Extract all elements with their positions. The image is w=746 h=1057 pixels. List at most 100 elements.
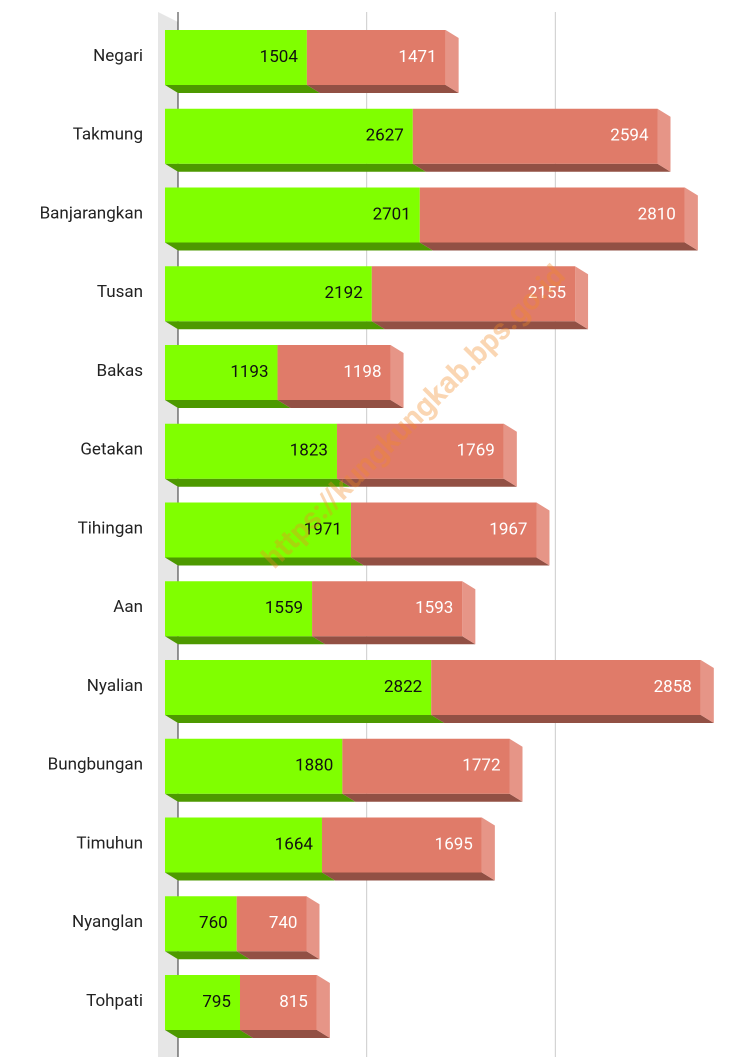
y-tick-label: Nyalian (87, 676, 143, 696)
data-label: 1880 (295, 756, 333, 776)
bar-bottom (165, 242, 433, 251)
bar-side (503, 423, 517, 487)
bar-side (445, 30, 459, 93)
y-tick-label: Takmung (73, 125, 143, 145)
data-label: 1471 (398, 47, 436, 67)
bar (412, 108, 658, 164)
data-label: 1769 (457, 441, 495, 461)
bar (312, 581, 463, 637)
bar-bottom (165, 951, 250, 960)
bar (239, 975, 317, 1030)
bar (165, 817, 322, 873)
bar (165, 30, 307, 85)
y-tick-label: Bungbungan (48, 755, 143, 775)
bar-bottom (165, 478, 350, 487)
data-label: 1971 (304, 519, 342, 539)
bar-bottom (306, 85, 459, 93)
y-tick-label: Tihingan (78, 518, 143, 538)
bar-bottom (236, 951, 320, 960)
bar-bottom (412, 163, 671, 172)
data-label: 1198 (343, 362, 381, 382)
bar-bottom (312, 636, 476, 645)
bar-side (462, 581, 476, 645)
bar-bottom (165, 163, 426, 172)
data-label: 1193 (230, 362, 268, 382)
bar (165, 896, 237, 952)
bar (165, 975, 240, 1030)
bar-side (481, 817, 495, 881)
bar-bottom (239, 1030, 330, 1038)
bar-bottom (165, 872, 335, 881)
bar (350, 502, 537, 558)
bar-bottom (165, 1030, 253, 1038)
bar (165, 108, 413, 164)
data-label: 795 (202, 992, 231, 1012)
data-label: 740 (269, 913, 298, 933)
y-tick-label: Negari (93, 46, 143, 66)
bar (165, 266, 372, 322)
bar-bottom (431, 715, 714, 723)
bar-bottom (165, 793, 356, 802)
y-tick-label: Nyanglan (72, 912, 143, 932)
bar (165, 187, 420, 243)
data-label: 2192 (325, 283, 363, 303)
bar (236, 896, 307, 952)
data-label: 1695 (435, 834, 473, 854)
bar (306, 30, 446, 85)
bar-bottom (165, 715, 445, 723)
bar (342, 738, 510, 794)
bar-bottom (321, 872, 495, 881)
bar-bottom (350, 557, 550, 566)
bar-bottom (277, 400, 404, 408)
bar-side (575, 266, 589, 330)
data-label: 1593 (415, 598, 453, 618)
data-label: 1823 (290, 441, 328, 461)
bar (277, 345, 391, 400)
data-label: 1772 (462, 756, 500, 776)
bar (336, 423, 504, 479)
bar (165, 423, 337, 479)
bar (371, 266, 576, 322)
data-label: 2822 (384, 677, 422, 697)
bar-bottom (165, 85, 320, 93)
data-label: 815 (279, 992, 308, 1012)
bar-bottom (342, 793, 523, 802)
bar-bottom (336, 478, 517, 487)
bar-bottom (165, 321, 385, 330)
data-label: 2701 (373, 204, 411, 224)
data-label: 1664 (275, 834, 314, 854)
bar-side (657, 108, 671, 172)
bar (165, 660, 432, 715)
bar (165, 345, 278, 400)
bar-side (509, 738, 523, 802)
data-label: 1504 (260, 47, 299, 67)
bar-bottom (419, 242, 698, 251)
y-tick-label: Timuhun (76, 833, 143, 853)
bar-side (390, 345, 404, 408)
bar-side (306, 896, 320, 960)
data-label: 2594 (610, 126, 649, 146)
bar-bottom (371, 321, 589, 330)
y-tick-label: Tusan (97, 282, 143, 302)
bar-bottom (165, 636, 326, 645)
data-label: 760 (199, 913, 228, 933)
y-tick-label: Banjarangkan (40, 203, 143, 223)
data-label: 2858 (654, 677, 692, 697)
bar (321, 817, 482, 873)
bar-bottom (165, 400, 291, 408)
data-label: 2810 (638, 204, 676, 224)
y-tick-label: Aan (113, 597, 143, 617)
data-label: 2155 (528, 283, 566, 303)
y-tick-label: Bakas (97, 361, 143, 381)
bar-bottom (165, 557, 364, 566)
bar-side (536, 502, 550, 566)
bar (431, 660, 701, 715)
data-label: 2627 (366, 126, 404, 146)
y-tick-label: Getakan (80, 440, 143, 460)
bar-side (316, 975, 330, 1038)
data-label: 1967 (489, 519, 527, 539)
bar (165, 502, 351, 558)
bar (419, 187, 685, 243)
bar (165, 738, 343, 794)
